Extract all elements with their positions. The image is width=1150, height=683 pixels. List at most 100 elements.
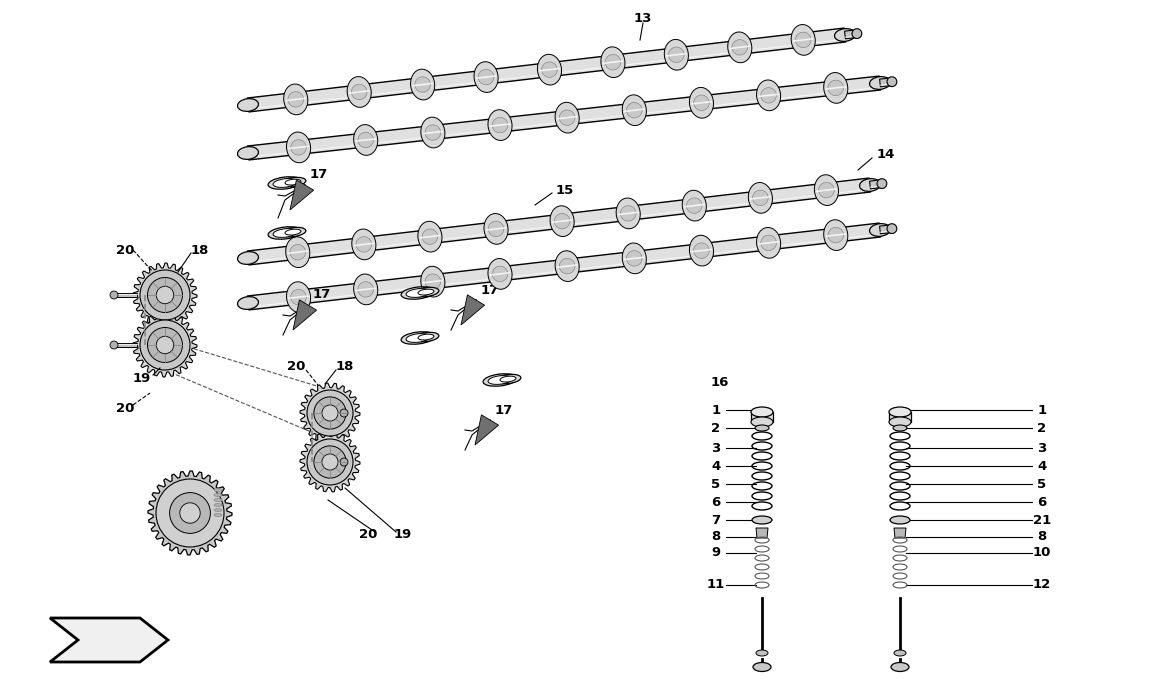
Circle shape <box>340 409 348 417</box>
Text: 3: 3 <box>712 441 721 454</box>
Ellipse shape <box>238 98 259 111</box>
Polygon shape <box>627 102 642 118</box>
Polygon shape <box>148 471 232 555</box>
Polygon shape <box>749 182 773 213</box>
Ellipse shape <box>835 29 856 42</box>
Ellipse shape <box>285 179 301 185</box>
Circle shape <box>322 405 338 421</box>
Polygon shape <box>352 84 367 100</box>
Polygon shape <box>814 175 838 206</box>
Ellipse shape <box>268 177 302 189</box>
Polygon shape <box>285 237 309 268</box>
Ellipse shape <box>406 289 430 297</box>
Polygon shape <box>488 259 512 289</box>
Ellipse shape <box>751 407 773 417</box>
Polygon shape <box>627 251 642 266</box>
Text: 15: 15 <box>555 184 574 197</box>
Polygon shape <box>791 25 815 55</box>
Polygon shape <box>542 62 558 77</box>
Ellipse shape <box>279 178 306 187</box>
Text: 19: 19 <box>133 372 151 385</box>
Text: 8: 8 <box>712 531 721 544</box>
Circle shape <box>169 492 210 533</box>
Text: 19: 19 <box>393 529 412 542</box>
Polygon shape <box>693 95 710 111</box>
Circle shape <box>110 341 118 349</box>
Polygon shape <box>559 110 575 126</box>
Ellipse shape <box>214 503 222 507</box>
Polygon shape <box>411 69 435 100</box>
Polygon shape <box>354 124 377 155</box>
Text: 7: 7 <box>712 514 721 527</box>
Ellipse shape <box>273 178 297 187</box>
Circle shape <box>110 291 118 299</box>
Polygon shape <box>823 72 848 103</box>
Circle shape <box>140 270 190 320</box>
Polygon shape <box>492 117 508 133</box>
Ellipse shape <box>877 179 887 189</box>
Text: 20: 20 <box>286 361 305 374</box>
Ellipse shape <box>891 663 908 671</box>
Polygon shape <box>761 235 776 251</box>
Polygon shape <box>426 274 440 290</box>
Polygon shape <box>757 227 781 258</box>
Polygon shape <box>828 227 844 243</box>
Polygon shape <box>293 300 316 330</box>
Polygon shape <box>417 221 442 252</box>
Polygon shape <box>819 182 834 198</box>
Ellipse shape <box>273 229 297 238</box>
Polygon shape <box>475 415 499 445</box>
Polygon shape <box>290 245 306 260</box>
Text: 1: 1 <box>712 404 721 417</box>
Polygon shape <box>689 235 713 266</box>
Ellipse shape <box>417 334 434 340</box>
Circle shape <box>307 439 353 485</box>
Ellipse shape <box>889 417 911 427</box>
Ellipse shape <box>279 227 306 237</box>
Polygon shape <box>554 214 570 229</box>
Polygon shape <box>682 191 706 221</box>
Ellipse shape <box>488 376 512 385</box>
Circle shape <box>147 277 183 313</box>
Ellipse shape <box>483 374 516 386</box>
Polygon shape <box>352 229 376 260</box>
Polygon shape <box>605 55 621 70</box>
Polygon shape <box>622 243 646 274</box>
Polygon shape <box>354 274 377 305</box>
Text: 20: 20 <box>116 402 135 415</box>
Text: 13: 13 <box>634 12 652 25</box>
Polygon shape <box>484 214 508 245</box>
Ellipse shape <box>887 76 897 87</box>
Polygon shape <box>752 190 768 206</box>
Polygon shape <box>828 80 844 96</box>
Polygon shape <box>286 282 311 313</box>
Polygon shape <box>880 225 892 234</box>
Text: 6: 6 <box>712 495 721 509</box>
Circle shape <box>314 446 346 478</box>
Ellipse shape <box>852 29 861 38</box>
Text: 2: 2 <box>1037 421 1046 434</box>
Circle shape <box>156 336 174 354</box>
Ellipse shape <box>238 147 259 159</box>
Polygon shape <box>291 140 306 155</box>
Ellipse shape <box>889 407 911 417</box>
Polygon shape <box>288 92 304 107</box>
Ellipse shape <box>894 650 906 656</box>
Ellipse shape <box>753 663 770 671</box>
Ellipse shape <box>887 224 897 234</box>
Ellipse shape <box>417 289 434 295</box>
Text: 17: 17 <box>481 283 499 296</box>
Polygon shape <box>756 528 768 538</box>
Text: 8: 8 <box>1037 531 1046 544</box>
Text: 17: 17 <box>313 288 331 301</box>
Text: 4: 4 <box>1037 460 1046 473</box>
Circle shape <box>156 286 174 304</box>
Ellipse shape <box>894 425 907 431</box>
Polygon shape <box>665 40 689 70</box>
Polygon shape <box>247 178 871 265</box>
Text: 14: 14 <box>876 148 895 161</box>
Circle shape <box>156 479 224 547</box>
Polygon shape <box>880 78 892 87</box>
Polygon shape <box>347 76 371 107</box>
Polygon shape <box>247 223 881 310</box>
